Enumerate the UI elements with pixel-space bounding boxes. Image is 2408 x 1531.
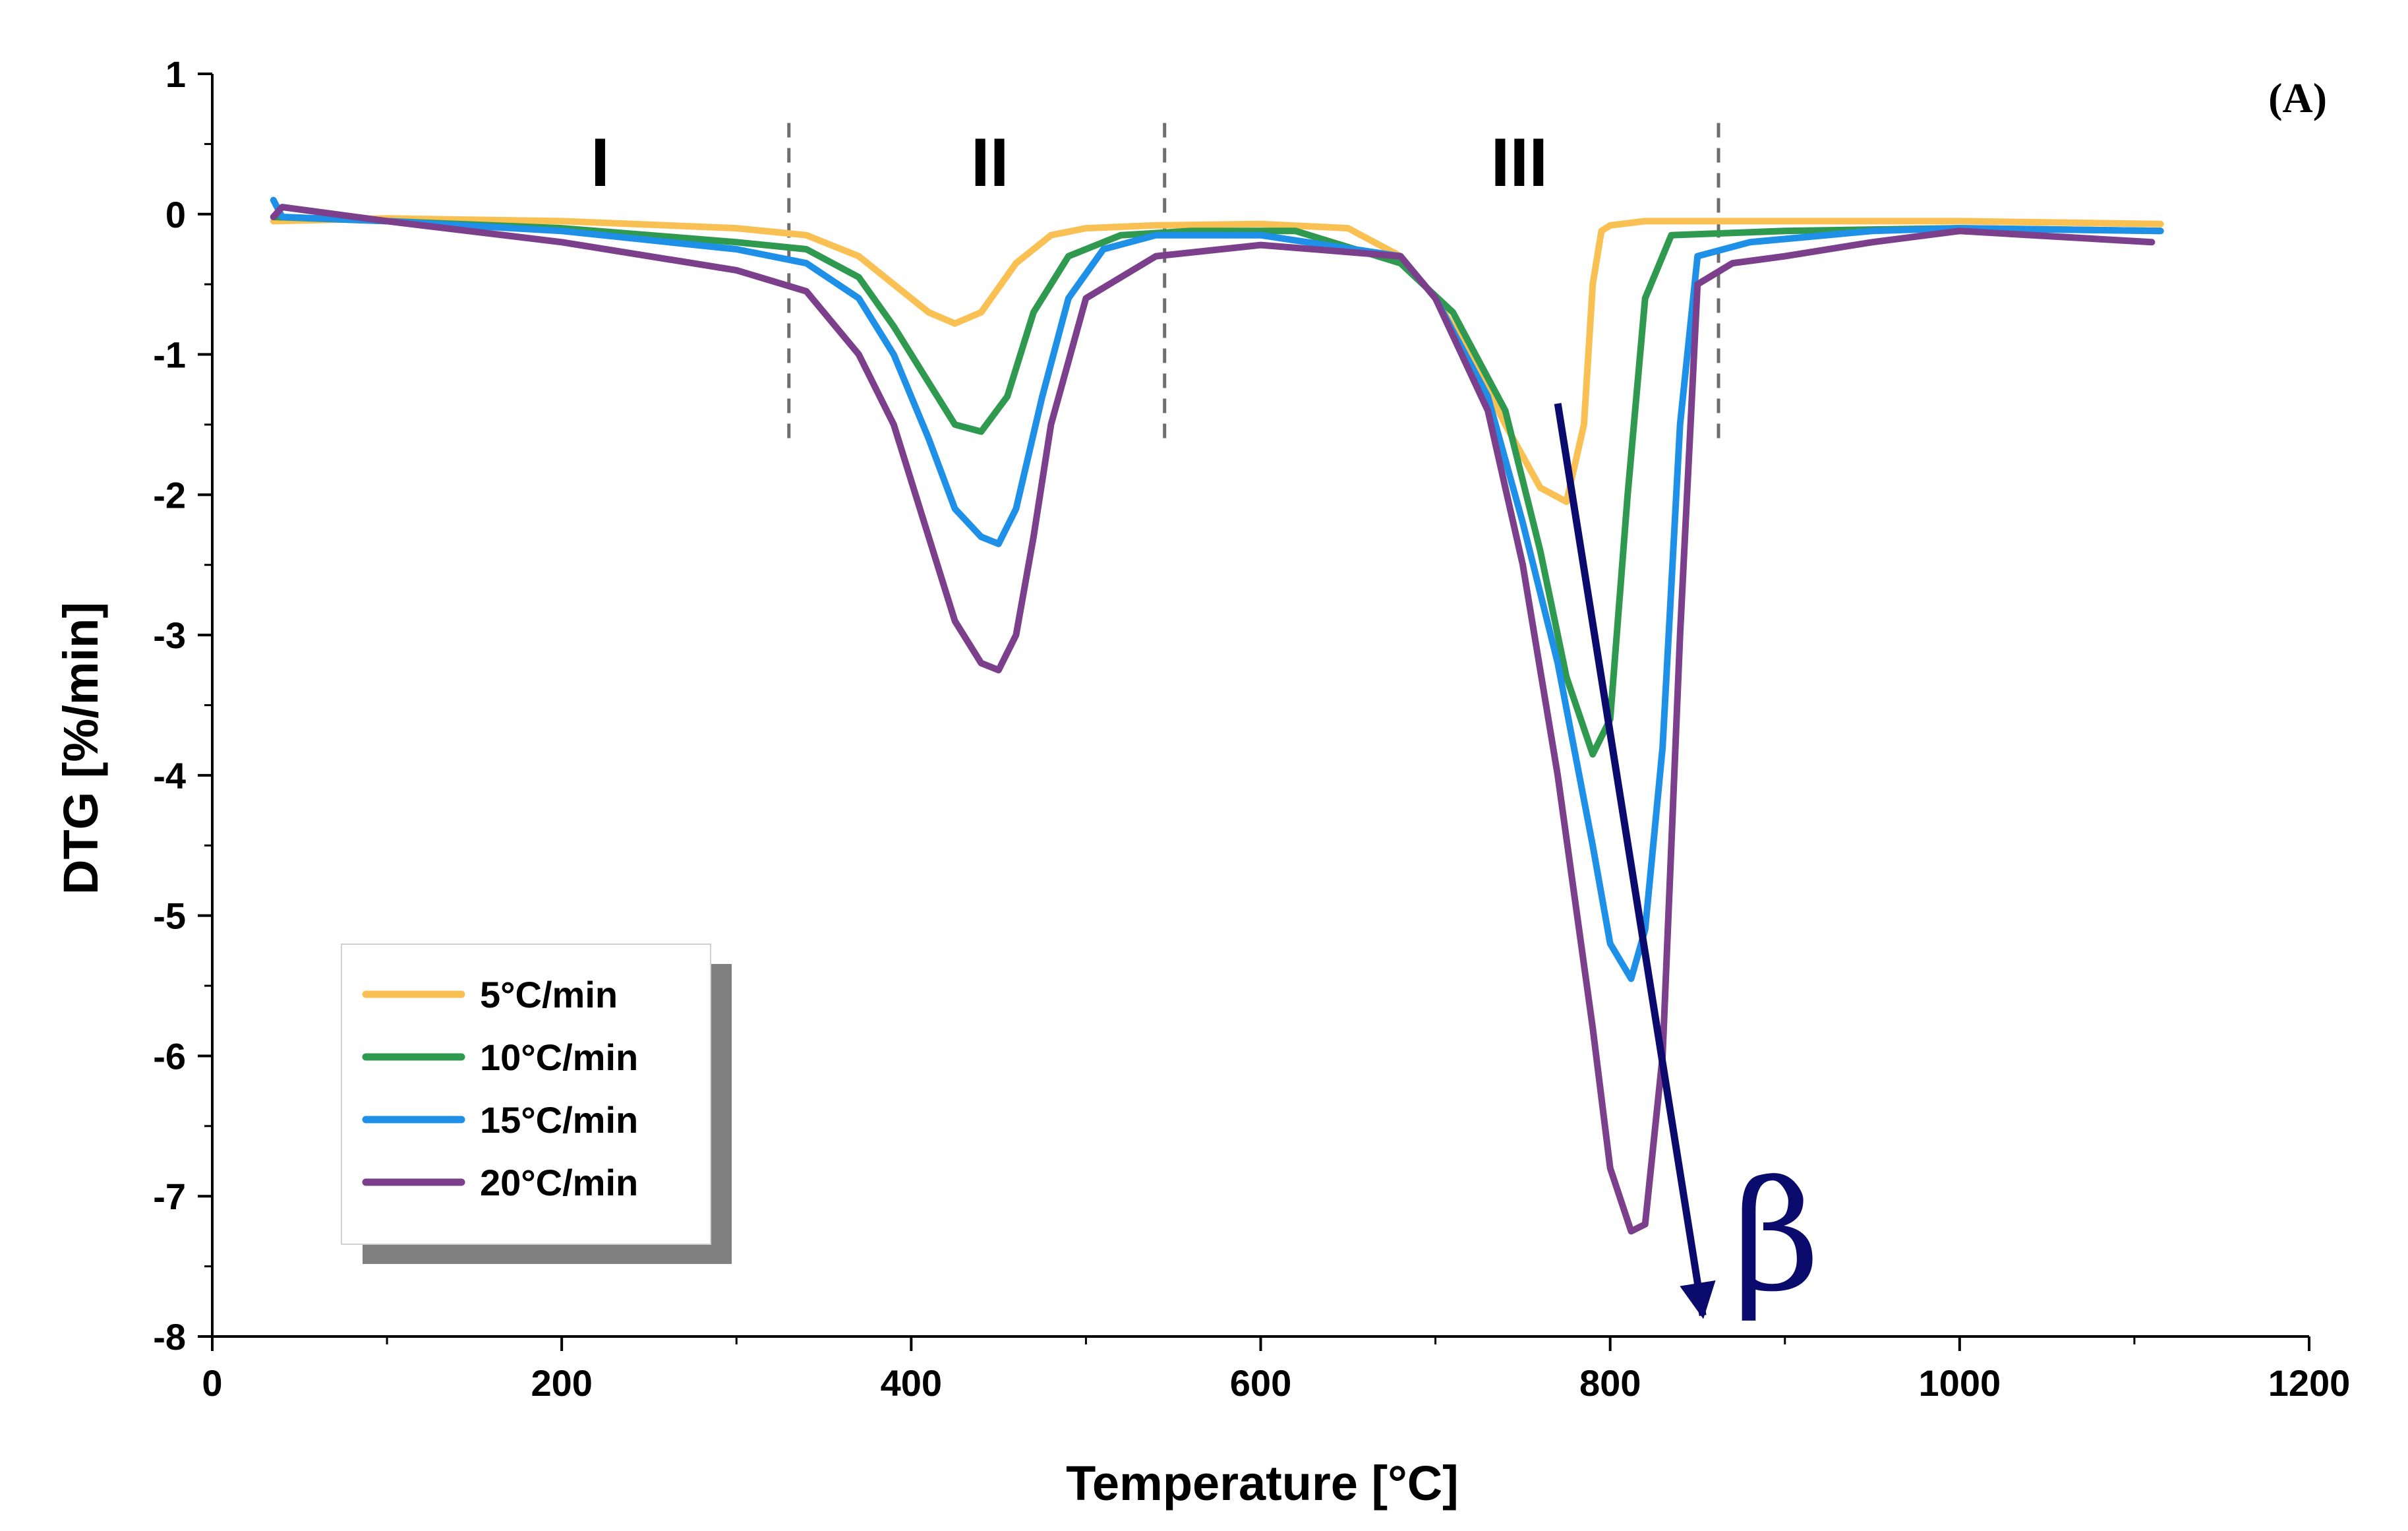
x-tick-label: 600 — [1230, 1362, 1291, 1404]
x-tick-label: 200 — [531, 1362, 592, 1404]
region-label-2: II — [971, 125, 1009, 201]
series-line-1 — [270, 215, 2164, 505]
x-tick-label: 800 — [1579, 1362, 1641, 1404]
heating-rate-arrow — [1554, 403, 1716, 1319]
beta-label: β — [1732, 1149, 1820, 1325]
series-lines — [270, 196, 2164, 1235]
x-axis-title: Temperature [°C] — [1066, 1456, 1459, 1511]
region-label-1: I — [591, 125, 610, 201]
y-axis-title: DTG [%/min] — [53, 602, 108, 895]
panel-label: (A) — [2268, 75, 2327, 121]
series-line-2 — [270, 214, 2164, 758]
y-tick-label: -2 — [153, 474, 186, 516]
y-tick-label: -5 — [153, 895, 186, 937]
region-label-3: III — [1490, 125, 1548, 201]
y-tick-label: -3 — [153, 615, 186, 656]
legend-label-4: 20°C/min — [480, 1162, 638, 1203]
axes — [198, 73, 2310, 1351]
y-tick-label: 0 — [165, 194, 186, 235]
y-tick-label: -6 — [153, 1035, 186, 1077]
region-boundaries — [787, 123, 1720, 439]
tick-labels: 1 0 -1 -2 -3 -4 -5 -6 -7 -8 0 200 400 600 800 1000 1200 — [153, 53, 2350, 1404]
series-line-4 — [270, 204, 2156, 1235]
x-tick-label: 400 — [881, 1362, 942, 1404]
y-tick-label: 1 — [165, 53, 186, 95]
y-tick-label: -8 — [153, 1316, 186, 1358]
y-tick-label: -7 — [153, 1176, 186, 1217]
legend-label-2: 10°C/min — [480, 1036, 638, 1078]
x-tick-label: 1000 — [1919, 1362, 2001, 1404]
legend: 5°C/min 10°C/min 15°C/min 20°C/min — [341, 944, 732, 1264]
legend-label-1: 5°C/min — [480, 974, 618, 1015]
x-tick-label: 1200 — [2268, 1362, 2351, 1404]
y-tick-label: -4 — [153, 755, 186, 796]
legend-label-3: 15°C/min — [480, 1099, 638, 1141]
x-tick-label: 0 — [202, 1362, 222, 1404]
y-tick-label: -1 — [153, 334, 186, 376]
series-line-3 — [270, 196, 2164, 982]
